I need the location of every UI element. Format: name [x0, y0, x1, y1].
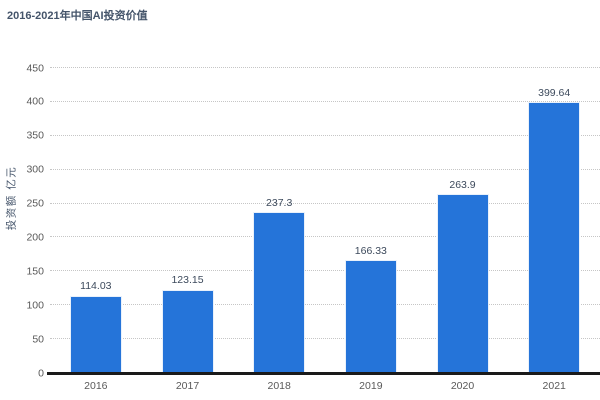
- bar-value-label-2019: 166.33: [354, 244, 387, 257]
- gridline-400: [50, 100, 600, 102]
- y-tick-50: 50: [32, 332, 44, 345]
- bar-value-label-2021: 399.64: [538, 86, 571, 99]
- y-tick-0: 0: [38, 366, 44, 379]
- bar-2016: [69, 295, 122, 373]
- x-label-2017: 2017: [175, 380, 200, 392]
- bar-series: 114.03 123.15 237.3 166.33 263.9 399.64: [50, 68, 600, 373]
- gridline-50: [50, 338, 600, 340]
- bar-2020: [436, 194, 489, 373]
- y-axis-tick-labels: 0 50 100 150 200 250 300 350 400 450: [0, 63, 44, 378]
- bar-column-2019: 166.33: [325, 68, 417, 373]
- gridline-100: [50, 304, 600, 306]
- gridline-250: [50, 202, 600, 204]
- y-tick-450: 450: [26, 61, 44, 74]
- bar-column-2018: 237.3: [233, 68, 325, 373]
- y-tick-150: 150: [26, 265, 44, 278]
- y-tick-400: 400: [26, 95, 44, 108]
- y-tick-100: 100: [26, 298, 44, 311]
- bar-2018: [253, 212, 306, 373]
- bar-column-2016: 114.03: [50, 68, 142, 373]
- gridline-450: [50, 67, 600, 68]
- bar-value-label-2017: 123.15: [171, 273, 204, 286]
- y-tick-350: 350: [26, 129, 44, 142]
- x-label-2018: 2018: [267, 380, 291, 392]
- bar-2019: [344, 260, 397, 373]
- bar-value-label-2016: 114.03: [80, 280, 112, 293]
- y-tick-250: 250: [26, 197, 44, 210]
- x-label-2019: 2019: [359, 380, 383, 392]
- bar-2021: [528, 102, 581, 373]
- x-axis-line: [47, 372, 600, 375]
- y-tick-200: 200: [26, 231, 44, 244]
- bar-value-label-2018: 237.3: [266, 196, 293, 209]
- x-label-2021: 2021: [542, 380, 566, 392]
- bar-column-2020: 263.9: [417, 68, 509, 373]
- chart-title: 2016-2021年中国AI投资价值: [7, 10, 148, 22]
- bar-2017: [161, 289, 214, 373]
- bar-column-2017: 123.15: [142, 68, 234, 373]
- plot-area: 114.03 123.15 237.3 166.33 263.9 399.64: [47, 67, 600, 375]
- gridline-150: [50, 270, 600, 272]
- x-label-2016: 2016: [84, 380, 108, 392]
- gridline-350: [50, 134, 600, 136]
- bar-column-2021: 399.64: [508, 68, 600, 373]
- y-tick-300: 300: [26, 163, 44, 176]
- gridline-200: [50, 236, 600, 238]
- bar-value-label-2020: 263.9: [449, 178, 476, 191]
- gridline-300: [50, 168, 600, 170]
- x-axis-labels: 2016 2017 2018 2019 2020 2021: [50, 380, 600, 392]
- x-label-2020: 2020: [450, 380, 475, 392]
